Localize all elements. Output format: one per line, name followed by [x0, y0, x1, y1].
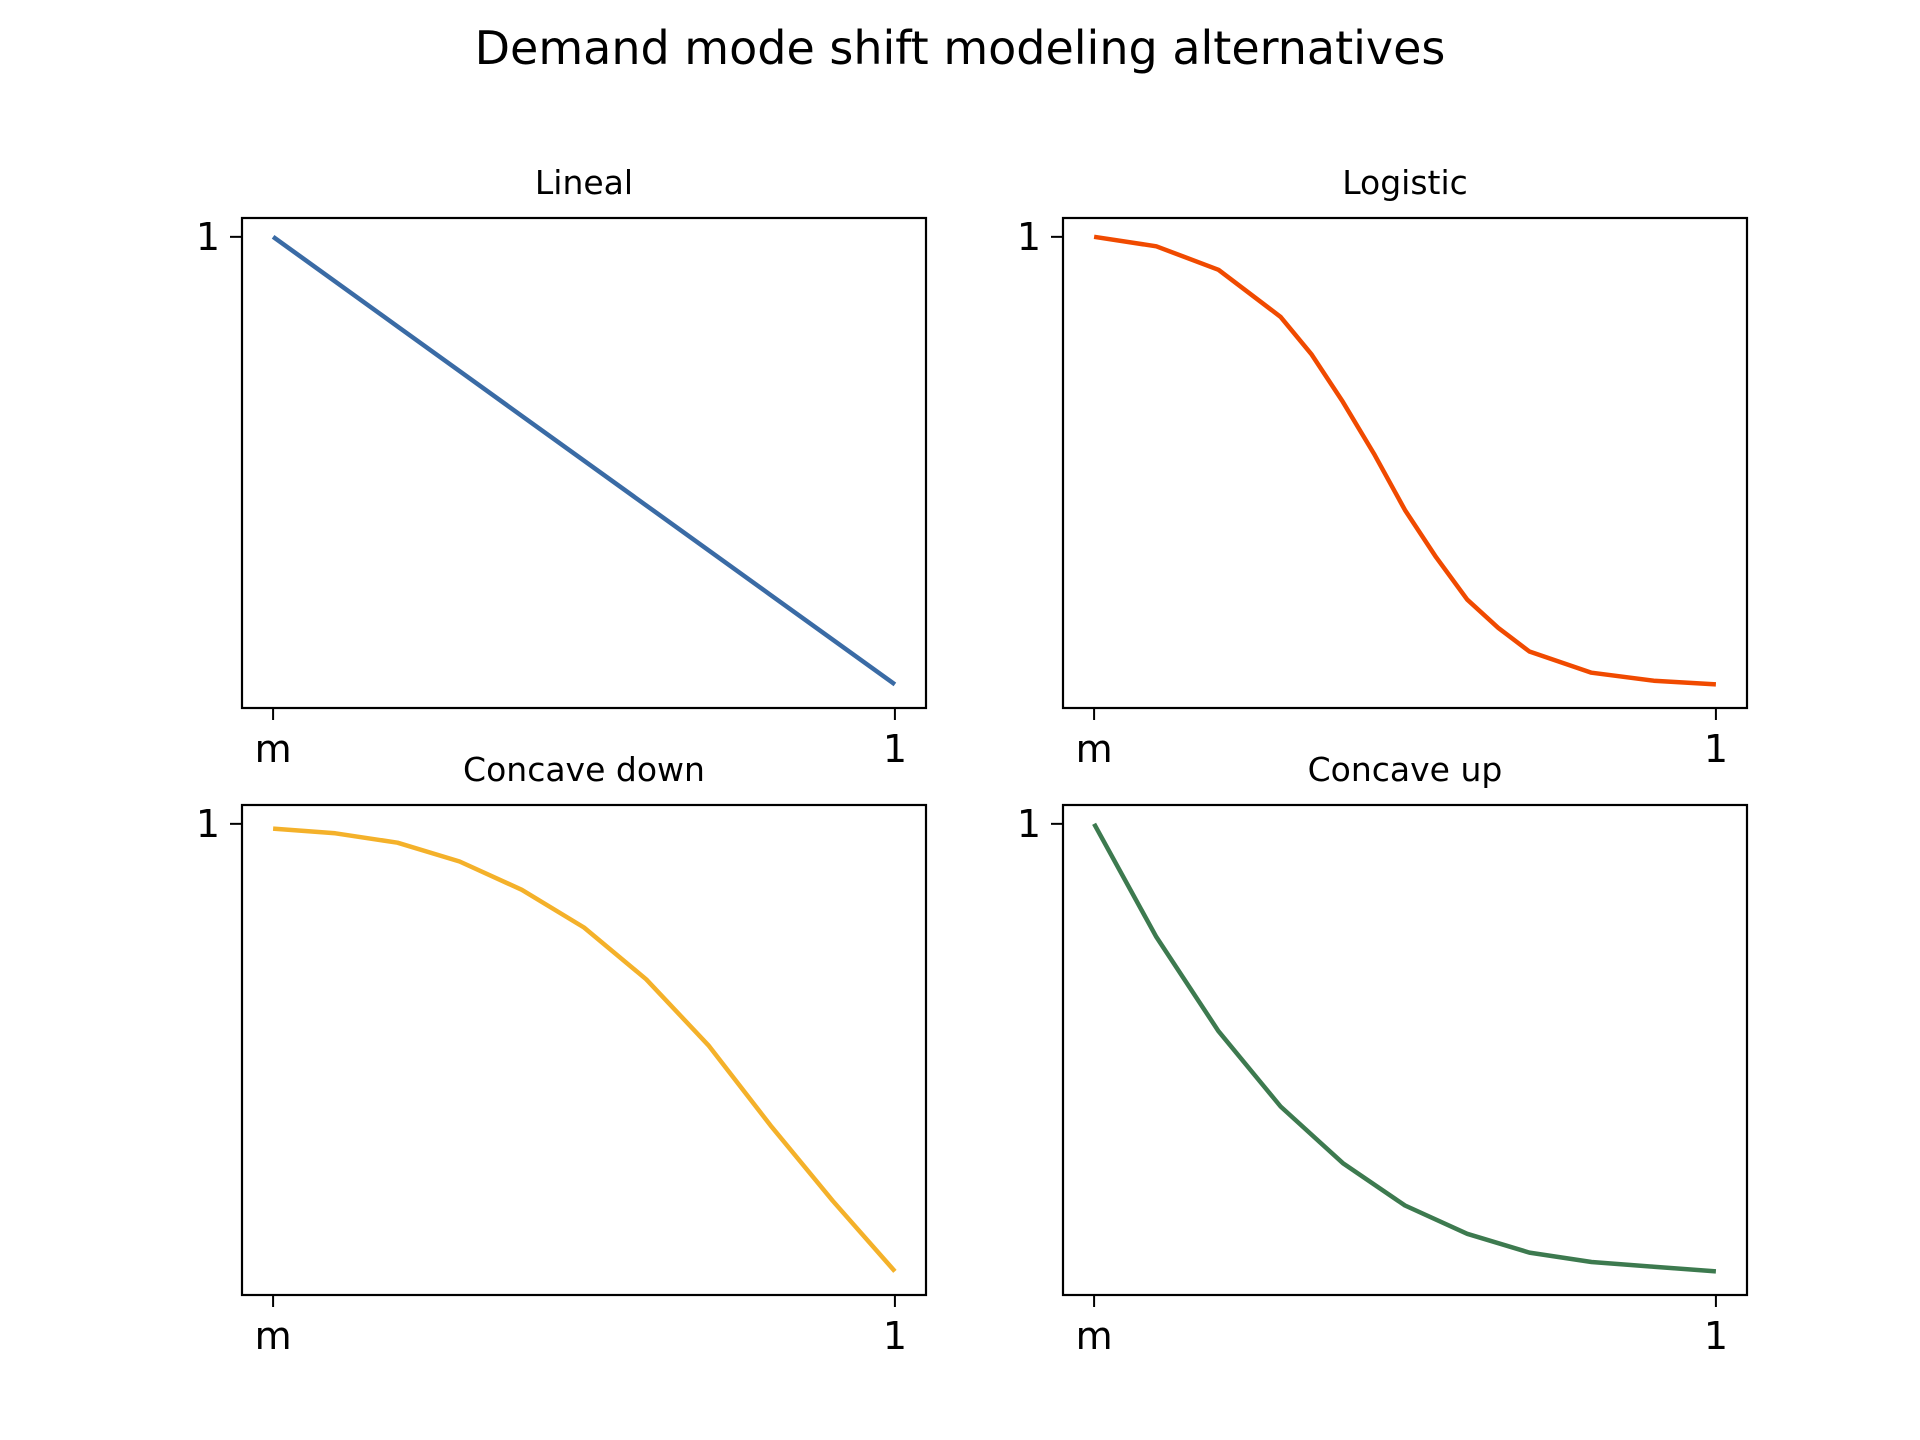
- axes-frame: [240, 803, 928, 1297]
- series-line: [1092, 822, 1717, 1274]
- series-line: [272, 826, 897, 1273]
- figure-title: Demand mode shift modeling alternatives: [475, 21, 1446, 75]
- subplot-3: Concave down m 1 1: [196, 750, 928, 1358]
- y-tick-label: 1: [196, 215, 220, 259]
- subplot-title: Concave down: [463, 750, 705, 789]
- x-tick-label: m: [255, 727, 292, 771]
- x-tick-label: 1: [1704, 1314, 1728, 1358]
- x-tick-label: 1: [883, 727, 907, 771]
- subplot-1: Lineal m 1 1: [196, 163, 928, 771]
- axes-frame: [240, 216, 928, 710]
- axes-frame: [1061, 803, 1749, 1297]
- y-tick-label: 1: [1017, 802, 1041, 846]
- series-line: [271, 234, 897, 687]
- axes-frame: [1061, 216, 1749, 710]
- x-tick-label: m: [1076, 1314, 1113, 1358]
- subplot-title: Logistic: [1342, 163, 1468, 202]
- subplot-title: Lineal: [535, 163, 633, 202]
- y-tick-label: 1: [196, 802, 220, 846]
- x-tick-label: m: [255, 1314, 292, 1358]
- subplot-2: Logistic m 1 1: [1017, 163, 1749, 771]
- subplot-title: Concave up: [1308, 750, 1503, 789]
- series-line: [1093, 234, 1717, 687]
- x-tick-label: 1: [1704, 727, 1728, 771]
- y-tick-label: 1: [1017, 215, 1041, 259]
- x-tick-label: 1: [883, 1314, 907, 1358]
- x-tick-label: m: [1076, 727, 1113, 771]
- subplot-4: Concave up m 1 1: [1017, 750, 1749, 1358]
